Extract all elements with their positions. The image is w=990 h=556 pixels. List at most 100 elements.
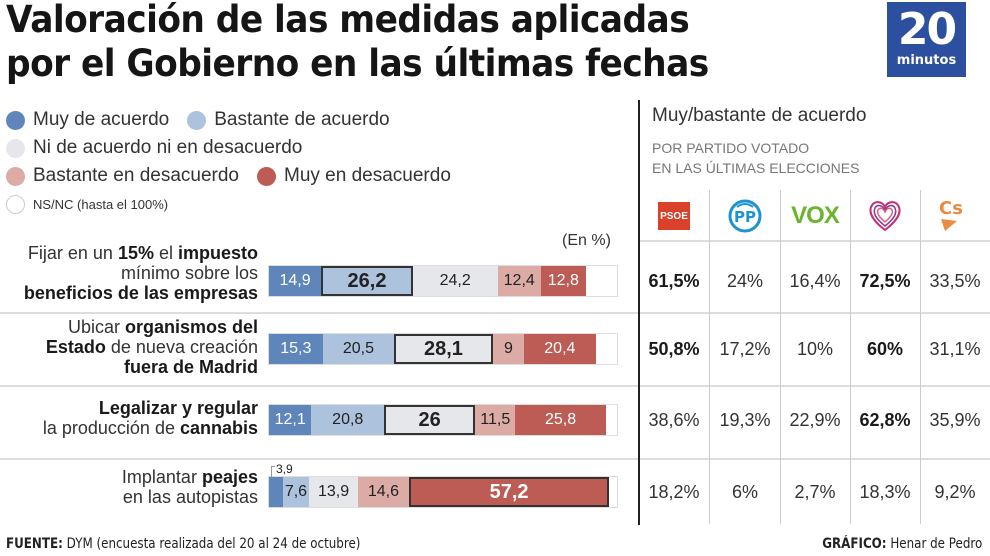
segment-bastante-acuerdo: 20,8	[311, 405, 385, 435]
row-label: Fijar en un 15% el impuesto mínimo sobre …	[24, 243, 258, 303]
table-row-separator	[640, 458, 990, 460]
row-separator	[0, 458, 638, 460]
legend-swatch	[257, 166, 276, 186]
row-label-bold: impuesto	[177, 243, 258, 263]
party-value-cell: 6%	[731, 481, 758, 502]
party-value-cell: 18,2%	[648, 481, 700, 502]
source-text: DYM (encuesta realizada del 20 al 24 de …	[62, 536, 361, 552]
cs-logo-icon: Cs	[925, 196, 985, 236]
chart-title: Valoración de las medidas aplicadas por …	[6, 0, 709, 86]
party-value-cell: 60%	[866, 338, 904, 359]
table-column-divider	[850, 190, 851, 524]
panel-subtitle: POR PARTIDO VOTADO EN LAS ÚLTIMAS ELECCI…	[652, 138, 859, 178]
legend-label: Muy de acuerdo	[33, 109, 170, 130]
party-value-cell: 31,1%	[929, 338, 981, 359]
party-value-cell: 38,6%	[648, 409, 700, 430]
segment-bastante-desacuerdo: 9	[492, 334, 525, 364]
source-note: FUENTE: DYM (encuesta realizada del 20 a…	[6, 536, 360, 552]
legend-item-bastante-acuerdo: Bastante de acuerdo	[187, 109, 390, 131]
row-separator	[0, 385, 638, 387]
unit-label: (En %)	[562, 232, 611, 249]
credit-note: GRÁFICO: Henar de Pedro	[822, 536, 982, 552]
logo-word: minutos	[896, 53, 957, 68]
segment-muy-desacuerdo: 20,4	[524, 334, 596, 364]
party-value-cell: 35,9%	[929, 409, 981, 430]
party-value-cell: 33,5%	[929, 270, 981, 291]
title-line-2: por el Gobierno en las últimas fechas	[6, 42, 709, 85]
segment-neutral: 28,1	[394, 334, 493, 364]
table-row-separator	[640, 385, 990, 387]
legend-swatch	[6, 166, 25, 186]
row-label: Implantar peajes en las autopistas	[122, 467, 258, 507]
party-value-cell: 18,3%	[859, 481, 911, 502]
segment-bastante-desacuerdo: 12,4	[497, 266, 541, 296]
logo-number: 20	[897, 4, 957, 55]
segment-bastante-acuerdo: 26,2	[321, 266, 413, 296]
row-label: Ubicar organismos del Estado de nueva cre…	[46, 317, 258, 377]
segment-bastante-acuerdo: 7,6	[282, 477, 310, 507]
legend-label: Bastante en desacuerdo	[33, 165, 239, 186]
segment-muy-acuerdo: 12,1	[269, 405, 312, 435]
credit-label: GRÁFICO:	[821, 536, 887, 552]
panel-title: Muy/bastante de acuerdo	[652, 105, 867, 126]
party-value-cell: 10%	[796, 338, 834, 359]
segment-muy-desacuerdo: 25,8	[515, 405, 606, 435]
legend-item-muy-desacuerdo: Muy en desacuerdo	[257, 165, 451, 187]
segment-neutral: 24,2	[412, 266, 498, 296]
panel-subtitle-line-1: POR PARTIDO VOTADO	[652, 140, 810, 156]
legend-swatch	[6, 138, 25, 158]
party-value-cell: 19,3%	[719, 409, 771, 430]
stacked-bar: 14,9 26,2 24,2 12,4 12,8	[268, 265, 618, 297]
legend-swatch	[6, 110, 25, 130]
party-value-cell: 62,8%	[859, 409, 911, 430]
party-value-cell: 61,5%	[648, 270, 700, 291]
stacked-bar: 12,1 20,8 26 11,5 25,8	[268, 404, 618, 436]
row-label: Legalizar y regular la producción de cann…	[43, 398, 258, 438]
row-label-text: el	[153, 243, 178, 263]
svg-text:Cs: Cs	[939, 198, 963, 219]
segment-bastante-acuerdo: 20,5	[322, 334, 395, 364]
row-label-bold: organismos del	[124, 317, 258, 337]
table-row-separator	[640, 312, 990, 314]
row-label-bold: peajes	[201, 467, 258, 487]
panel-divider	[638, 100, 640, 525]
party-value-cell: 24%	[726, 270, 764, 291]
legend-item-nsnc: NS/NC (hasta el 100%)	[6, 194, 169, 214]
row-label-bold: beneficios de las empresas	[23, 283, 258, 303]
legend-item-muy-acuerdo: Muy de acuerdo	[6, 109, 169, 131]
stacked-bar: 7,6 13,9 14,6 57,2	[268, 476, 618, 508]
party-value-cell: 50,8%	[648, 338, 700, 359]
legend-swatch	[6, 194, 25, 214]
party-value-cell: 17,2%	[719, 338, 771, 359]
row-label-bold: 15%	[117, 243, 154, 263]
20minutos-logo: 20 minutos	[887, 2, 966, 77]
legend-label: Bastante de acuerdo	[214, 109, 390, 130]
segment-muy-desacuerdo: 57,2	[408, 477, 610, 507]
legend-item-bastante-desacuerdo: Bastante en desacuerdo	[6, 165, 239, 187]
party-value-cell: 16,4%	[789, 270, 841, 291]
row-label-bold: cannabis	[179, 418, 258, 438]
stacked-bar: 15,3 20,5 28,1 9 20,4	[268, 333, 618, 365]
segment-muy-acuerdo: 15,3	[269, 334, 323, 364]
table-column-divider	[709, 190, 710, 524]
segment-muy-desacuerdo: 12,8	[540, 266, 586, 296]
row-label-text: Fijar en un	[27, 243, 118, 263]
party-value-cell: 9,2%	[934, 481, 976, 502]
row-label-bold: Legalizar y regular	[98, 398, 258, 418]
row-label-text: en las autopistas	[122, 487, 258, 507]
legend-label: NS/NC (hasta el 100%)	[33, 196, 169, 212]
row-label-text: la producción de	[42, 418, 180, 438]
panel-subtitle-line-2: EN LAS ÚLTIMAS ELECCIONES	[652, 160, 860, 176]
outside-label-leader	[271, 466, 275, 477]
pp-logo-icon: PP	[715, 196, 775, 236]
segment-muy-acuerdo	[269, 477, 283, 507]
segment-bastante-desacuerdo: 14,6	[357, 477, 409, 507]
legend-swatch	[187, 110, 207, 130]
party-value-cell: 2,7%	[794, 481, 836, 502]
legend-label: Ni de acuerdo ni en desacuerdo	[33, 137, 303, 158]
source-label: FUENTE:	[6, 536, 63, 552]
row-label-text: Ubicar	[67, 317, 125, 337]
row-label-bold: fuera de Madrid	[123, 357, 258, 377]
legend-label: Muy en desacuerdo	[284, 165, 451, 186]
title-line-1: Valoración de las medidas aplicadas	[6, 0, 690, 41]
